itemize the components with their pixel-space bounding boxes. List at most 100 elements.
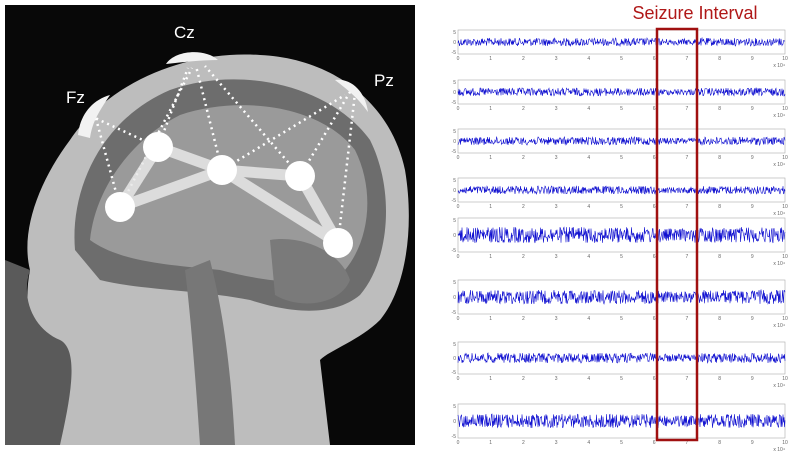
x-tick-label: 5 bbox=[620, 106, 623, 112]
y-tick-label: 0 bbox=[453, 90, 456, 96]
x-tick-label: 0 bbox=[457, 106, 460, 112]
x-tick-label: 2 bbox=[522, 204, 525, 210]
x-tick-label: 10 bbox=[782, 56, 788, 62]
x-tick-label: 6 bbox=[653, 56, 656, 62]
x-tick-label: 8 bbox=[718, 106, 721, 112]
y-tick-label: 5 bbox=[453, 30, 456, 36]
x-tick-label: 0 bbox=[457, 56, 460, 62]
x-scale-label: x 10⁴ bbox=[773, 113, 785, 119]
x-tick-label: 1 bbox=[489, 204, 492, 210]
x-tick-label: 4 bbox=[587, 316, 590, 322]
x-tick-label: 3 bbox=[555, 316, 558, 322]
electrode-label: Cz bbox=[174, 23, 195, 42]
x-tick-label: 7 bbox=[686, 155, 689, 161]
x-tick-label: 6 bbox=[653, 440, 656, 446]
x-scale-label: x 10⁴ bbox=[773, 383, 785, 389]
x-tick-label: 8 bbox=[718, 254, 721, 260]
x-tick-label: 9 bbox=[751, 254, 754, 260]
x-tick-label: 2 bbox=[522, 155, 525, 161]
x-tick-label: 0 bbox=[457, 376, 460, 382]
y-tick-label: -5 bbox=[452, 100, 457, 106]
x-tick-label: 10 bbox=[782, 254, 788, 260]
mri-image: Fz Cz Pz bbox=[5, 5, 415, 445]
y-tick-label: 5 bbox=[453, 129, 456, 135]
x-tick-label: 9 bbox=[751, 316, 754, 322]
y-tick-label: 5 bbox=[453, 80, 456, 86]
x-tick-label: 3 bbox=[555, 376, 558, 382]
x-tick-label: 2 bbox=[522, 440, 525, 446]
x-tick-label: 8 bbox=[718, 155, 721, 161]
x-tick-label: 3 bbox=[555, 254, 558, 260]
electrode-label: Fz bbox=[66, 88, 85, 107]
y-tick-label: -5 bbox=[452, 149, 457, 155]
x-scale-label: x 10⁴ bbox=[773, 447, 785, 453]
x-scale-label: x 10⁴ bbox=[773, 323, 785, 329]
x-tick-label: 7 bbox=[686, 56, 689, 62]
x-tick-label: 7 bbox=[686, 106, 689, 112]
x-tick-label: 9 bbox=[751, 204, 754, 210]
x-tick-label: 0 bbox=[457, 316, 460, 322]
x-tick-label: 4 bbox=[587, 155, 590, 161]
x-tick-label: 9 bbox=[751, 440, 754, 446]
x-tick-label: 10 bbox=[782, 316, 788, 322]
y-tick-label: 5 bbox=[453, 280, 456, 286]
x-tick-label: 0 bbox=[457, 204, 460, 210]
y-tick-label: 0 bbox=[453, 188, 456, 194]
x-tick-label: 0 bbox=[457, 254, 460, 260]
x-tick-label: 3 bbox=[555, 204, 558, 210]
y-tick-label: -5 bbox=[452, 248, 457, 254]
x-tick-label: 3 bbox=[555, 155, 558, 161]
x-tick-label: 4 bbox=[587, 56, 590, 62]
y-tick-label: 5 bbox=[453, 218, 456, 224]
x-tick-label: 5 bbox=[620, 204, 623, 210]
y-tick-label: -5 bbox=[452, 50, 457, 56]
x-scale-label: x 10⁴ bbox=[773, 211, 785, 217]
y-tick-label: 5 bbox=[453, 404, 456, 410]
x-tick-label: 9 bbox=[751, 155, 754, 161]
x-tick-label: 4 bbox=[587, 254, 590, 260]
y-tick-label: 0 bbox=[453, 40, 456, 46]
x-tick-label: 10 bbox=[782, 155, 788, 161]
x-tick-label: 8 bbox=[718, 204, 721, 210]
x-tick-label: 10 bbox=[782, 440, 788, 446]
y-tick-label: -5 bbox=[452, 370, 457, 376]
x-tick-label: 2 bbox=[522, 376, 525, 382]
x-tick-label: 0 bbox=[457, 440, 460, 446]
x-tick-label: 7 bbox=[686, 316, 689, 322]
x-tick-label: 10 bbox=[782, 204, 788, 210]
electrode-label: Pz bbox=[374, 71, 394, 90]
x-tick-label: 8 bbox=[718, 376, 721, 382]
x-tick-label: 8 bbox=[718, 56, 721, 62]
x-tick-label: 4 bbox=[587, 106, 590, 112]
x-scale-label: x 10⁴ bbox=[773, 162, 785, 168]
x-tick-label: 0 bbox=[457, 155, 460, 161]
x-tick-label: 4 bbox=[587, 440, 590, 446]
x-tick-label: 10 bbox=[782, 106, 788, 112]
x-tick-label: 3 bbox=[555, 106, 558, 112]
x-tick-label: 4 bbox=[587, 376, 590, 382]
figure: Fz Cz Pz 50-5012345678910x 10⁴50-5012345… bbox=[0, 0, 788, 453]
x-tick-label: 10 bbox=[782, 376, 788, 382]
x-tick-label: 2 bbox=[522, 106, 525, 112]
x-tick-label: 6 bbox=[653, 376, 656, 382]
x-tick-label: 2 bbox=[522, 56, 525, 62]
y-tick-label: 0 bbox=[453, 419, 456, 425]
x-tick-label: 5 bbox=[620, 376, 623, 382]
x-tick-label: 1 bbox=[489, 106, 492, 112]
x-tick-label: 9 bbox=[751, 106, 754, 112]
y-tick-label: 0 bbox=[453, 233, 456, 239]
x-scale-label: x 10⁴ bbox=[773, 261, 785, 267]
x-tick-label: 3 bbox=[555, 440, 558, 446]
y-tick-label: 5 bbox=[453, 178, 456, 184]
x-tick-label: 6 bbox=[653, 204, 656, 210]
x-tick-label: 5 bbox=[620, 155, 623, 161]
y-tick-label: -5 bbox=[452, 310, 457, 316]
x-tick-label: 1 bbox=[489, 254, 492, 260]
x-tick-label: 1 bbox=[489, 56, 492, 62]
x-scale-label: x 10⁴ bbox=[773, 63, 785, 69]
x-tick-label: 1 bbox=[489, 316, 492, 322]
x-tick-label: 9 bbox=[751, 376, 754, 382]
x-tick-label: 8 bbox=[718, 440, 721, 446]
y-tick-label: 0 bbox=[453, 356, 456, 362]
seizure-label: Seizure Interval bbox=[632, 3, 757, 23]
